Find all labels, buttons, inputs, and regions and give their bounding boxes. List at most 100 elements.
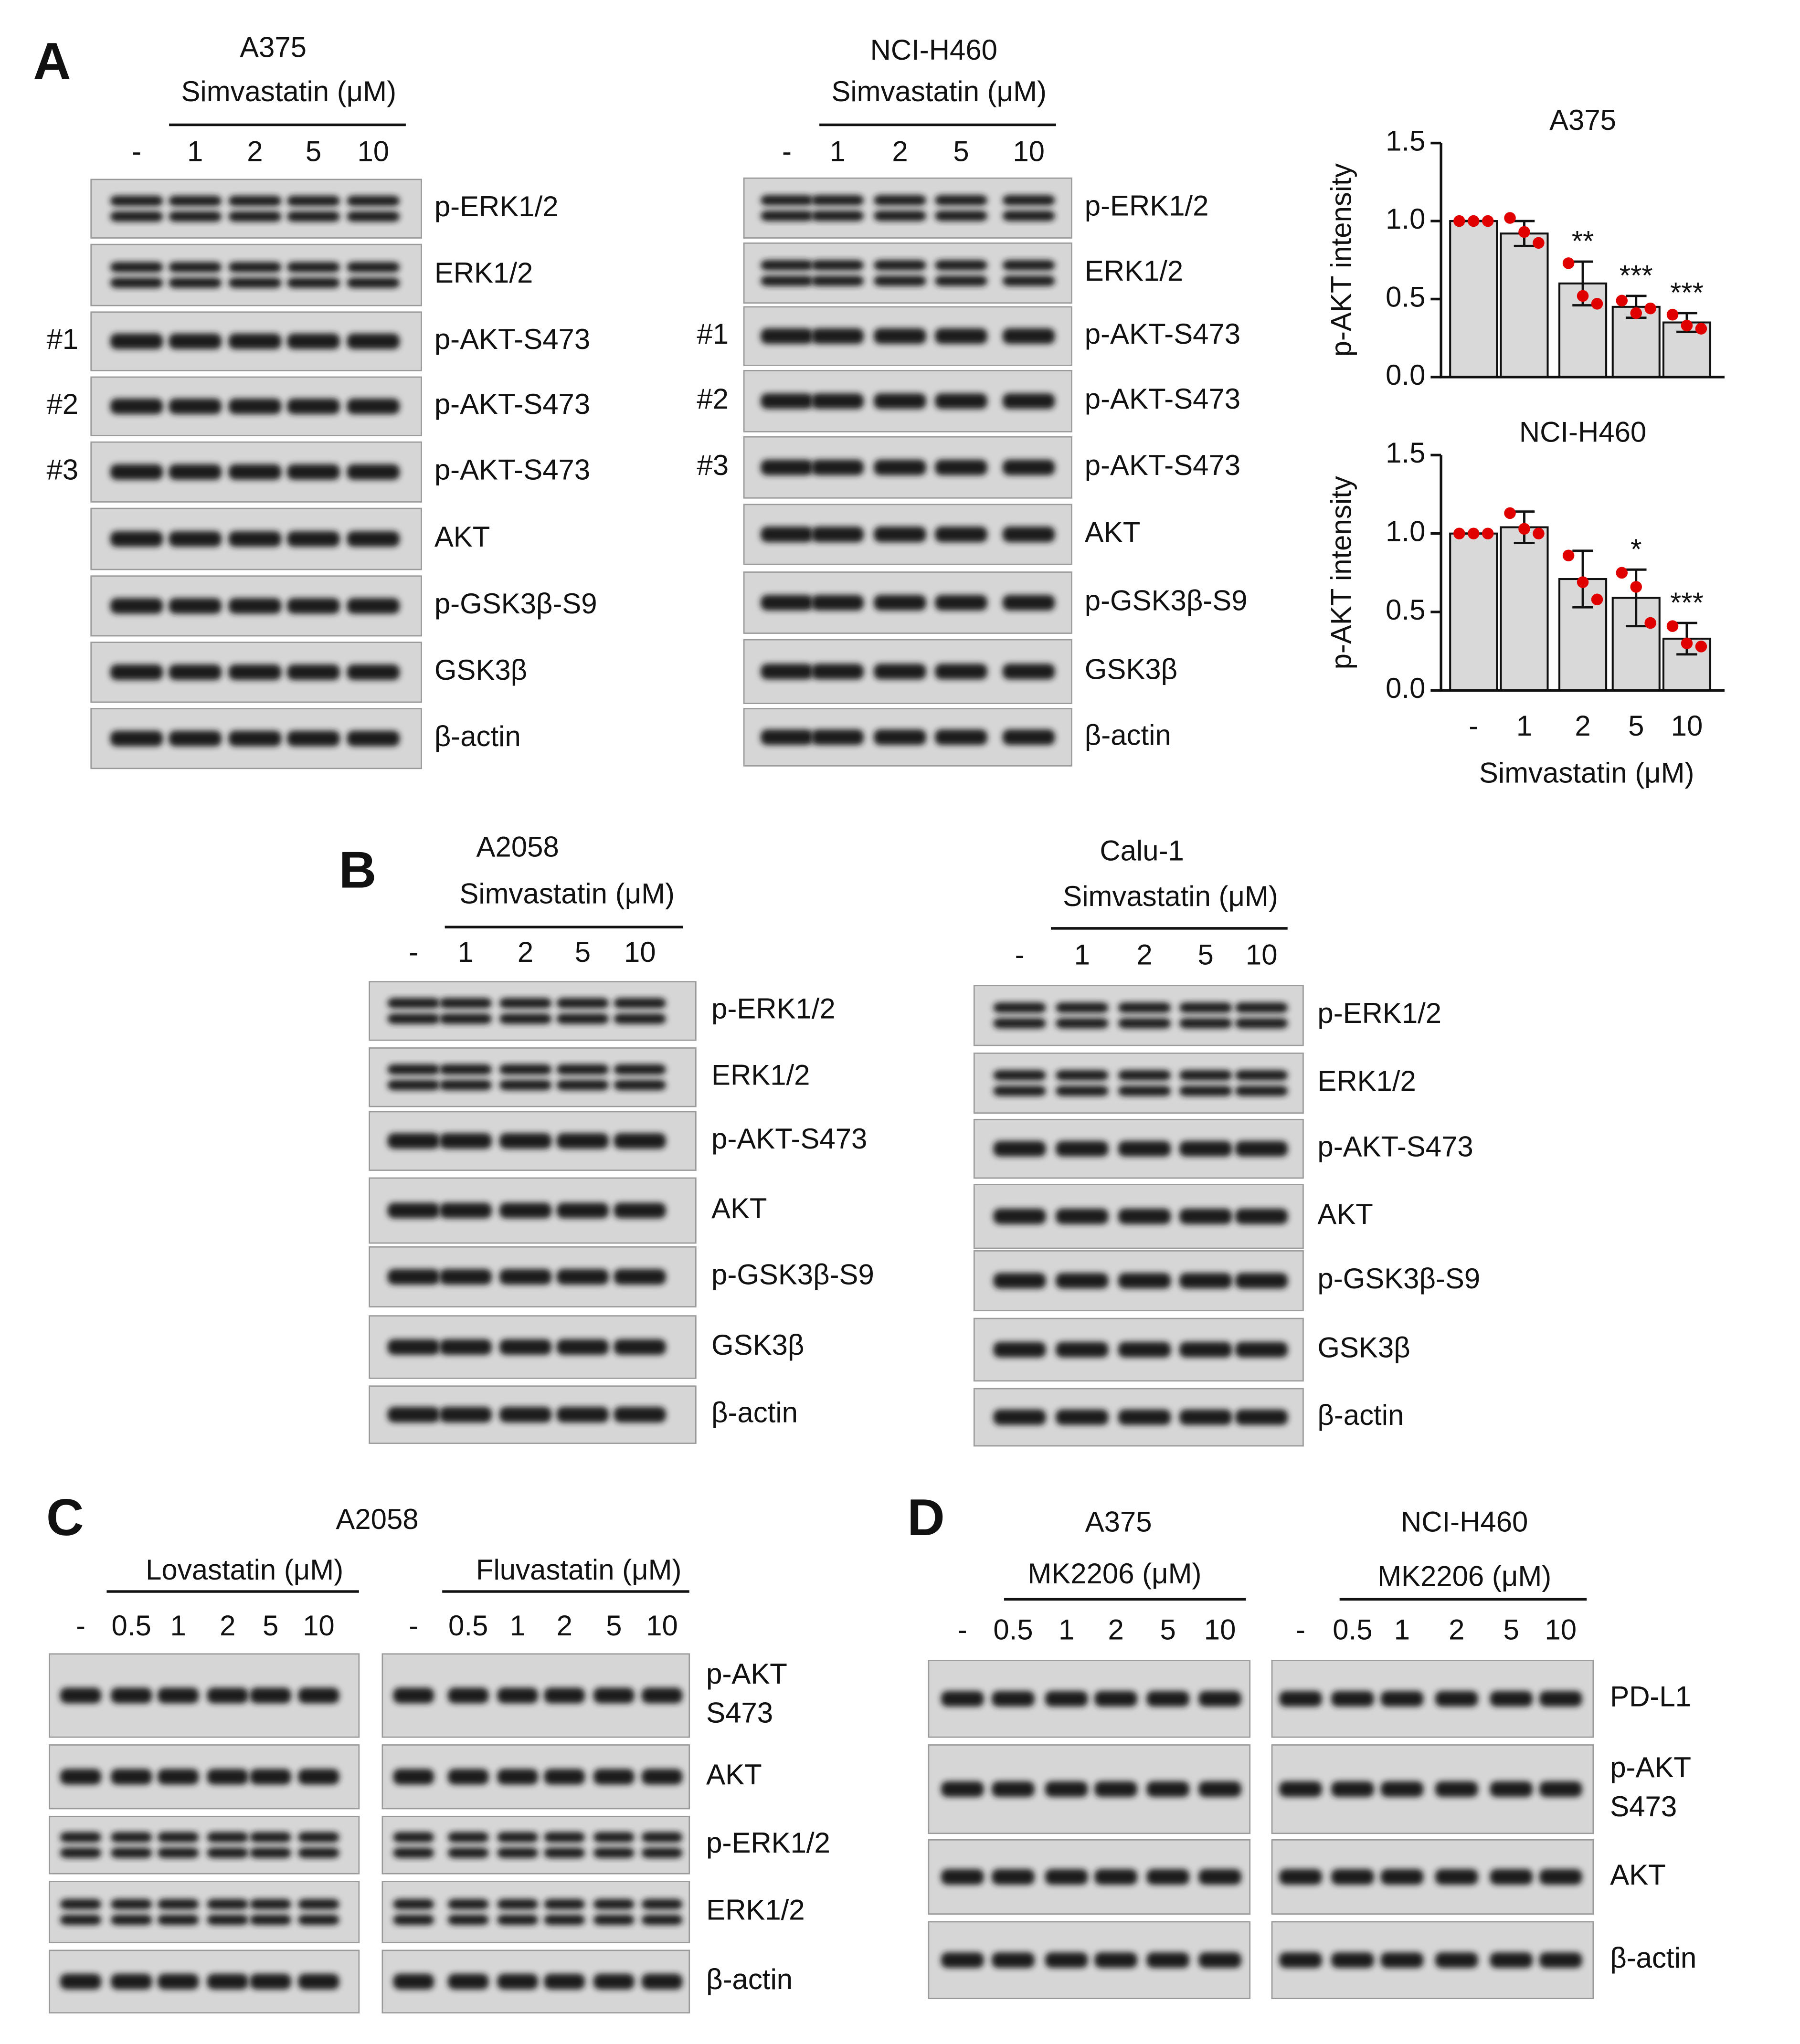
- band: [387, 1339, 440, 1355]
- band: [393, 1687, 434, 1704]
- band: [593, 1687, 635, 1704]
- band: [497, 1769, 539, 1785]
- row-label: ERK1/2: [711, 1059, 810, 1091]
- band: [110, 1847, 152, 1858]
- band: [60, 1847, 102, 1858]
- lane-label: -: [409, 1610, 418, 1642]
- band: [447, 1769, 489, 1785]
- band: [935, 527, 987, 542]
- band: [497, 1914, 539, 1925]
- row-prefix: #3: [697, 449, 729, 481]
- band: [1002, 211, 1055, 221]
- band: [387, 1407, 440, 1422]
- row-label: p-ERK1/2: [1085, 190, 1209, 222]
- band: [347, 262, 400, 273]
- band: [1380, 1781, 1424, 1797]
- band: [811, 275, 864, 286]
- band: [993, 1141, 1046, 1157]
- band: [993, 1342, 1046, 1358]
- band: [1235, 1002, 1288, 1013]
- band: [347, 398, 400, 414]
- blot-strip: [743, 177, 1072, 239]
- band: [874, 195, 926, 206]
- lane-label: -: [958, 1613, 967, 1645]
- row-label: β-actin: [711, 1396, 798, 1428]
- band: [347, 664, 400, 680]
- band: [1002, 260, 1055, 271]
- band: [811, 260, 864, 271]
- band: [169, 730, 222, 747]
- band: [499, 1133, 552, 1149]
- band: [439, 1064, 492, 1075]
- band: [110, 211, 163, 222]
- blot: A2058 Simvastatin (μM) - 1 2 5 10 p-ERK1/2 ERK1/…: [369, 831, 874, 1444]
- band: [207, 1899, 248, 1910]
- band: [447, 1973, 489, 1990]
- data-point: [1630, 307, 1642, 319]
- band: [614, 1133, 666, 1149]
- band: [544, 1899, 585, 1910]
- band: [874, 260, 926, 271]
- lane-label: 10: [1545, 1613, 1577, 1645]
- row-label: p-AKT: [1610, 1751, 1691, 1783]
- band: [387, 1013, 440, 1024]
- band: [439, 998, 492, 1009]
- band: [110, 1769, 152, 1785]
- band: [110, 1973, 152, 1990]
- band: [993, 1002, 1046, 1013]
- axes: [1440, 455, 1725, 692]
- band: [60, 1899, 102, 1910]
- data-point: [1467, 527, 1480, 539]
- data-point: [1482, 527, 1494, 539]
- significance: ***: [1620, 260, 1653, 292]
- data-point: [1644, 617, 1656, 629]
- band: [347, 195, 400, 206]
- data-point: [1453, 527, 1465, 539]
- lane-label: 1: [1394, 1613, 1410, 1645]
- band: [347, 211, 400, 222]
- band: [1380, 1952, 1424, 1968]
- band: [298, 1687, 339, 1704]
- lane-label: -: [76, 1610, 85, 1642]
- band: [614, 1013, 666, 1024]
- band: [993, 1085, 1046, 1096]
- lane-label: 10: [1013, 135, 1045, 167]
- band: [992, 1869, 1035, 1885]
- band: [387, 1080, 440, 1091]
- band: [1179, 1342, 1232, 1358]
- blot-strip: [49, 1815, 360, 1875]
- band: [298, 1973, 339, 1990]
- row-label: PD-L1: [1610, 1681, 1691, 1713]
- band: [993, 1409, 1046, 1425]
- band: [1198, 1952, 1241, 1968]
- row-label: AKT: [706, 1759, 762, 1791]
- band: [556, 1133, 609, 1149]
- band: [110, 195, 163, 206]
- band: [1179, 1070, 1232, 1081]
- band: [1118, 1141, 1171, 1157]
- band: [1146, 1691, 1189, 1707]
- band: [110, 531, 163, 547]
- band: [1056, 1002, 1109, 1013]
- band: [298, 1769, 339, 1785]
- lane-label: 5: [575, 936, 591, 968]
- lane-label: 5: [606, 1610, 622, 1642]
- band: [1179, 1018, 1232, 1029]
- band: [935, 729, 987, 745]
- band: [941, 1869, 984, 1885]
- band: [614, 1269, 666, 1285]
- significance: *: [1631, 533, 1641, 565]
- data-point: [1666, 620, 1679, 632]
- band: [593, 1973, 635, 1990]
- band: [393, 1914, 434, 1925]
- lane-label: 5: [306, 135, 321, 167]
- row-label: S473: [706, 1697, 773, 1729]
- data-point: [1591, 593, 1603, 606]
- band: [1056, 1018, 1109, 1029]
- row-label: p-AKT-S473: [434, 454, 590, 486]
- band: [298, 1899, 339, 1910]
- band: [874, 393, 926, 409]
- band: [761, 664, 813, 680]
- band: [874, 211, 926, 221]
